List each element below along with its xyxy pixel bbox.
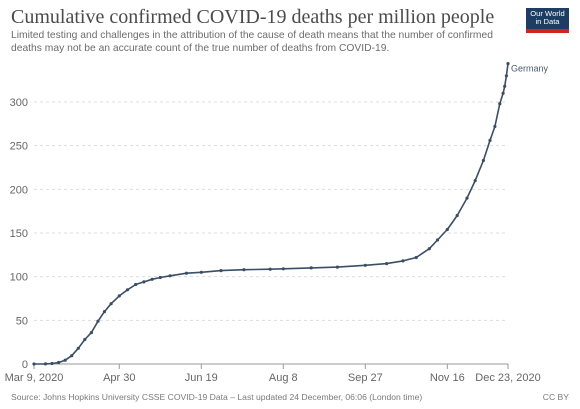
x-tick-label: Dec 23, 2020 [475, 372, 540, 384]
data-point [102, 310, 107, 314]
data-point [199, 270, 203, 274]
data-point [57, 360, 61, 365]
source-note[interactable]: Source: Johns Hopkins University CSSE CO… [11, 392, 423, 402]
owid-logo[interactable]: Our World in Data [526, 8, 569, 33]
data-point [455, 213, 459, 218]
data-point [473, 179, 477, 183]
y-tick-label: 0 [22, 359, 28, 371]
data-point [168, 274, 172, 278]
data-point [445, 227, 449, 232]
data-point [109, 302, 113, 306]
x-tick-label: Mar 9, 2020 [5, 372, 64, 384]
data-point [242, 268, 246, 272]
y-tick-label: 150 [10, 228, 28, 240]
x-tick-label: Nov 16 [430, 372, 465, 384]
data-point [493, 124, 497, 129]
data-point [184, 271, 189, 275]
data-point [83, 337, 87, 342]
data-point [89, 331, 93, 335]
data-point [435, 238, 440, 242]
data-point [401, 259, 405, 263]
chart-subtitle: Limited testing and challenges in the at… [11, 30, 493, 54]
data-point [76, 346, 80, 350]
logo-line-1: Our World [530, 9, 565, 18]
y-tick-label: 100 [10, 272, 28, 284]
data-point [268, 267, 272, 271]
series-line-germany [33, 63, 509, 365]
data-point [309, 266, 313, 270]
data-point [465, 196, 469, 200]
data-point [43, 362, 48, 366]
data-point [50, 361, 54, 366]
data-point [150, 277, 154, 281]
y-tick-label: 300 [10, 97, 28, 109]
data-point [498, 102, 502, 106]
data-point [134, 282, 138, 287]
x-tick-label: Aug 8 [269, 372, 298, 384]
data-point [32, 362, 36, 366]
data-point [427, 247, 431, 251]
license-link[interactable]: CC BY [542, 392, 569, 402]
x-tick-label: Sep 27 [348, 372, 383, 384]
data-point [506, 62, 510, 66]
data-point [363, 263, 367, 267]
data-point [142, 280, 146, 284]
data-point [414, 255, 418, 260]
chart-title: Cumulative confirmed COVID-19 deaths per… [11, 6, 495, 28]
data-point [219, 269, 223, 273]
data-point [96, 319, 100, 323]
data-point [125, 288, 130, 292]
data-point [504, 74, 508, 78]
logo-line-2: in Data [535, 17, 560, 27]
data-point [503, 84, 507, 88]
data-point [117, 294, 121, 298]
y-tick-label: 250 [10, 141, 28, 153]
x-tick-label: Jun 19 [185, 372, 218, 384]
data-point [385, 262, 389, 266]
data-point [63, 358, 67, 362]
series-label-germany: Germany [511, 64, 549, 74]
data-point [501, 91, 505, 95]
data-point [70, 354, 74, 358]
data-point [488, 138, 492, 142]
data-point [281, 267, 285, 271]
y-tick-label: 50 [16, 315, 28, 327]
data-point [335, 265, 339, 269]
data-point [481, 158, 485, 163]
data-point [158, 275, 162, 280]
y-tick-label: 200 [10, 184, 28, 196]
x-tick-label: Apr 30 [103, 372, 135, 384]
